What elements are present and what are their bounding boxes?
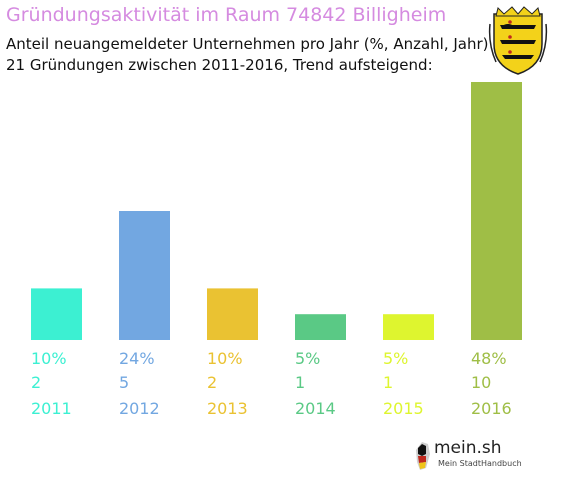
brand-name[interactable]: mein.sh bbox=[434, 438, 502, 458]
year-label-2012: 2012 bbox=[119, 399, 160, 418]
count-label-2012: 5 bbox=[119, 373, 129, 392]
year-label-2011: 2011 bbox=[31, 399, 72, 418]
mein-sh-logo-icon bbox=[416, 442, 430, 470]
year-label-2015: 2015 bbox=[383, 399, 424, 418]
year-label-2016: 2016 bbox=[471, 399, 512, 418]
percent-label-2016: 48% bbox=[471, 349, 507, 368]
brand-tagline: Mein StadtHandbuch bbox=[438, 459, 522, 468]
bar-2015 bbox=[383, 314, 434, 340]
year-label-2014: 2014 bbox=[295, 399, 336, 418]
percent-label-2013: 10% bbox=[207, 349, 243, 368]
chart-title: Gründungsaktivität im Raum 74842 Billigh… bbox=[6, 4, 447, 26]
chart-subtitle: Anteil neuangemeldeter Unternehmen pro J… bbox=[6, 35, 489, 53]
year-label-2013: 2013 bbox=[207, 399, 248, 418]
percent-label-2012: 24% bbox=[119, 349, 155, 368]
bar-2014 bbox=[295, 314, 346, 340]
bar-2012 bbox=[119, 211, 170, 340]
chart-summary: 21 Gründungen zwischen 2011-2016, Trend … bbox=[6, 56, 433, 74]
count-label-2011: 2 bbox=[31, 373, 41, 392]
count-label-2014: 1 bbox=[295, 373, 305, 392]
bar-2016 bbox=[471, 82, 522, 340]
count-label-2013: 2 bbox=[207, 373, 217, 392]
coat-of-arms-icon bbox=[488, 6, 548, 75]
percent-label-2011: 10% bbox=[31, 349, 67, 368]
bar-2013 bbox=[207, 288, 258, 340]
percent-label-2014: 5% bbox=[295, 349, 320, 368]
count-label-2015: 1 bbox=[383, 373, 393, 392]
percent-label-2015: 5% bbox=[383, 349, 408, 368]
count-label-2016: 10 bbox=[471, 373, 491, 392]
bar-2011 bbox=[31, 288, 82, 340]
